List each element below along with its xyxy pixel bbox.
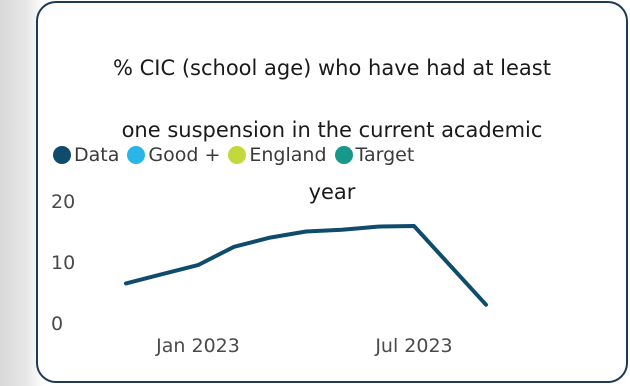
x-axis: Jan 2023 Jul 2023 [155, 335, 453, 357]
chart-legend: Data Good + England Target [53, 141, 422, 169]
x-tick-label-0: Jan 2023 [155, 335, 240, 357]
legend-dot-good [127, 146, 146, 164]
chart-plot: 0 10 20 Jan 2023 Jul 2023 [51, 191, 488, 357]
legend-dot-data [53, 146, 71, 164]
legend-label-england: England [249, 144, 327, 166]
y-axis: 0 10 20 [51, 191, 75, 335]
legend-dot-england [228, 146, 247, 164]
chart-card: % CIC (school age) who have had at least… [36, 1, 628, 383]
x-tick-label-1: Jul 2023 [374, 335, 452, 357]
legend-item-data[interactable]: Data [53, 144, 119, 166]
legend-item-good[interactable]: Good + [127, 144, 220, 166]
chart-title: % CIC (school age) who have had at least… [48, 22, 616, 239]
series-layer [124, 224, 488, 307]
legend-dot-target [334, 146, 353, 164]
chart-title-line-2: one suspension in the current academic [121, 118, 543, 142]
legend-item-target[interactable]: Target [334, 144, 415, 166]
legend-label-target: Target [355, 144, 415, 166]
legend-item-england[interactable]: England [228, 144, 327, 166]
series-line-data[interactable] [124, 224, 488, 307]
chart-title-line-3: year [308, 180, 356, 204]
legend-label-good: Good + [148, 144, 221, 166]
y-tick-label-0: 0 [51, 313, 63, 335]
y-tick-label-20: 20 [51, 191, 75, 213]
y-tick-label-10: 10 [51, 252, 75, 274]
legend-label-data: Data [74, 144, 120, 166]
chart-title-line-1: % CIC (school age) who have had at least [113, 56, 551, 80]
